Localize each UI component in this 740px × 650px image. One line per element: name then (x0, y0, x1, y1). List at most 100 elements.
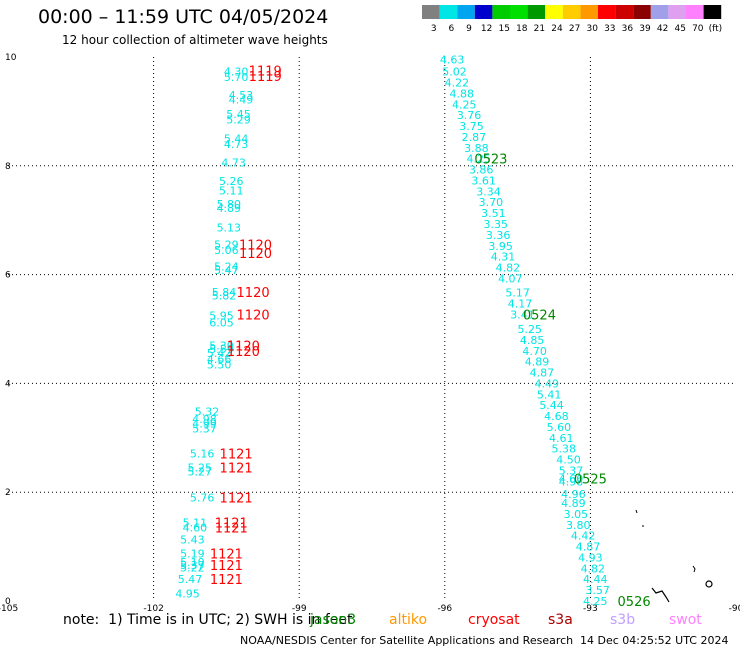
x-tick-label: -102 (143, 604, 163, 612)
wave-height-label: 4.70 (522, 345, 547, 358)
wave-height-label: 3.75 (459, 120, 484, 133)
wave-height-label: 4.66 (207, 353, 232, 366)
wave-height-label: 5.44 (539, 399, 564, 412)
color-swatch (439, 5, 458, 19)
wave-height-label: 5.45 (226, 108, 251, 121)
wave-height-label: 4.49 (534, 377, 559, 390)
pass-time-label: 1121 (220, 448, 253, 463)
wave-height-label: 3.57 (585, 584, 610, 597)
pass-time-label: 1120 (239, 247, 272, 262)
wave-height-label: 5.44 (224, 133, 249, 146)
mission-cryosat: cryosat (468, 612, 520, 628)
color-swatch (545, 5, 563, 19)
color-swatch (686, 5, 704, 19)
wave-height-chart: -105-102-99-96-93-9002468104.305.704.534… (0, 53, 740, 612)
x-tick-label: -99 (292, 604, 307, 612)
wave-height-label: 5.76 (190, 492, 215, 505)
wave-height-label: 4.87 (530, 367, 555, 380)
wave-height-label: 4.73 (224, 138, 249, 151)
y-tick-label: 10 (5, 53, 17, 63)
wave-height-label: 3.36 (486, 229, 511, 242)
mission-s3a: s3a (548, 612, 573, 628)
pass-time-label: 0525 (574, 473, 607, 488)
wave-height-label: 3.95 (488, 240, 513, 253)
color-scale-label: 45 (674, 24, 685, 34)
wave-height-label: 5.25 (187, 462, 212, 475)
wave-height-label: 3.80 (566, 519, 591, 532)
wave-height-label: 5.95 (209, 309, 234, 322)
wave-height-label: 5.11 (183, 517, 208, 530)
color-scale-label: 9 (466, 24, 472, 34)
wave-height-label: 4.68 (544, 410, 569, 423)
wave-height-label: 4.60 (183, 522, 208, 535)
wave-height-label: 4.89 (561, 497, 586, 510)
wave-height-label: 4.88 (450, 87, 475, 100)
color-swatch (474, 5, 493, 19)
wave-height-label: 5.59 (209, 343, 234, 356)
wave-height-label: 5.24 (214, 260, 239, 273)
wave-height-label: 5.22 (180, 561, 205, 574)
wave-height-label: 2.87 (462, 131, 487, 144)
wave-height-label: 5.47 (178, 573, 203, 586)
color-swatch (668, 5, 686, 19)
wave-height-label: 4.73 (221, 157, 246, 170)
mission-swot: swot (669, 612, 702, 628)
wave-height-label: 5.13 (217, 221, 242, 234)
wave-height-label: 4.82 (496, 262, 521, 275)
y-tick-label: 2 (5, 488, 11, 498)
pass-time-label: 1121 (210, 548, 243, 563)
color-swatch (615, 5, 634, 19)
color-swatch (492, 5, 510, 19)
coastline-shape (692, 565, 696, 573)
color-scale-label: 39 (639, 24, 651, 34)
wave-height-label: 5.11 (219, 184, 244, 197)
wave-height-label: 5.50 (207, 358, 232, 371)
color-swatch (527, 5, 546, 19)
wave-height-label: 4.99 (192, 418, 217, 431)
footer-credit: NOAA/NESDIS Center for Satellite Applica… (240, 634, 574, 647)
page-subtitle: 12 hour collection of altimeter wave hei… (62, 33, 328, 47)
pass-time-label: 1119 (249, 65, 282, 80)
wave-height-label: 5.37 (192, 423, 217, 436)
wave-height-label: 4.25 (452, 98, 477, 111)
wave-height-label: 4.53 (229, 89, 254, 102)
mission-altiko: altiko (389, 612, 428, 628)
wave-height-label: 5.25 (517, 323, 542, 336)
wave-height-label: 4.44 (583, 573, 608, 586)
pass-time-label: 1120 (227, 339, 260, 354)
wave-height-label: 5.26 (219, 175, 244, 188)
color-scale-label: 33 (604, 24, 615, 34)
color-scale-label: 21 (534, 24, 545, 34)
wave-height-label: 5.37 (180, 559, 205, 572)
color-scale-label: 36 (622, 24, 634, 34)
color-scale-label: 70 (692, 24, 704, 34)
wave-height-label: 5.17 (505, 287, 530, 300)
wave-height-label: 4.22 (445, 77, 470, 90)
color-swatch (598, 5, 616, 19)
color-swatch (510, 5, 528, 19)
pass-time-label: 1121 (215, 517, 248, 532)
pass-time-label: 1120 (237, 308, 270, 323)
pass-time-label: 1121 (220, 492, 253, 507)
color-swatch (650, 5, 669, 19)
wave-height-label: 4.17 (508, 297, 533, 310)
wave-height-label: 5.37 (559, 464, 584, 477)
wave-height-label: 5.10 (180, 556, 205, 569)
wave-height-label: 5.41 (537, 388, 562, 401)
color-scale-label: 30 (586, 24, 598, 34)
wave-height-label: 4.82 (581, 562, 606, 575)
wave-height-label: 4.42 (571, 530, 596, 543)
color-scale-label: 12 (481, 24, 492, 34)
pass-time-label: 1119 (249, 70, 282, 85)
wave-height-label: 5.38 (551, 443, 576, 456)
wave-height-label: 5.16 (190, 448, 215, 461)
wave-height-label: 4.98 (192, 413, 217, 426)
wave-height-label: 5.80 (217, 198, 242, 211)
wave-height-label: 4.96 (561, 488, 586, 501)
pass-time-label: 1120 (237, 286, 270, 301)
wave-height-label: 3.41 (510, 308, 535, 321)
pass-time-label: 1120 (227, 345, 260, 360)
x-tick-label: -93 (583, 604, 598, 612)
wave-height-label: 3.34 (476, 185, 501, 198)
color-swatch (562, 5, 581, 19)
